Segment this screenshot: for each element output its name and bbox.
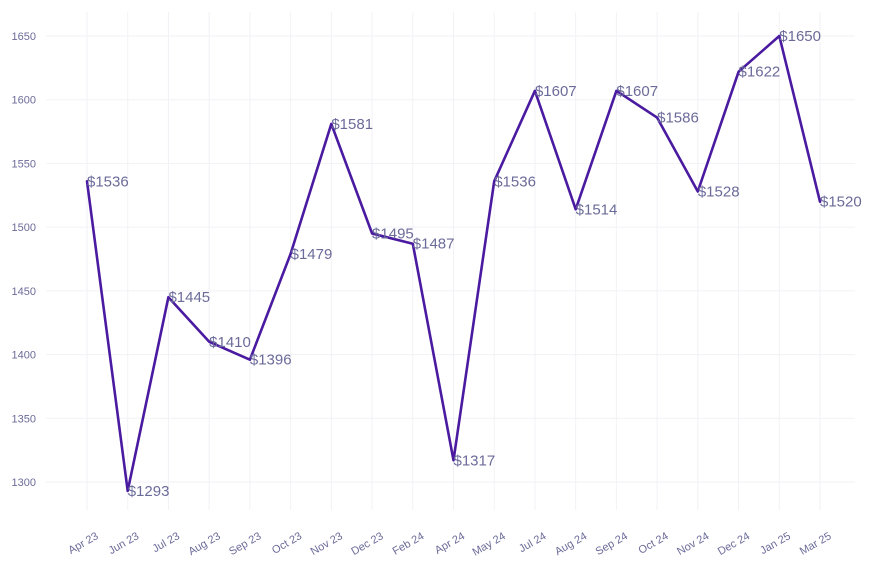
data-label: $1536 — [494, 173, 536, 190]
gridlines — [46, 12, 855, 510]
data-label: $1514 — [576, 201, 618, 218]
x-tick-label: Aug 24 — [553, 530, 589, 558]
series-line — [85, 34, 822, 493]
x-tick-label: Dec 23 — [349, 530, 385, 558]
x-tick-label: Apr 23 — [66, 530, 100, 557]
x-tick-label: Jul 23 — [151, 530, 182, 555]
y-tick-label: 1450 — [12, 286, 36, 298]
x-tick-label: Aug 23 — [186, 530, 222, 558]
x-tick-label: Jan 25 — [758, 530, 793, 557]
series-line-group — [85, 34, 822, 493]
data-label: $1581 — [331, 116, 373, 133]
y-tick-label: 1400 — [12, 350, 36, 362]
y-tick-label: 1350 — [12, 413, 36, 425]
data-label: $1410 — [209, 334, 251, 351]
x-tick-label: Nov 23 — [309, 530, 345, 558]
x-tick-label: Mar 25 — [798, 530, 834, 558]
y-tick-label: 1500 — [12, 222, 36, 234]
x-tick-label: Nov 24 — [675, 530, 711, 558]
data-label: $1479 — [291, 246, 333, 263]
x-tick-label: Sep 24 — [594, 530, 630, 558]
x-tick-label: Apr 24 — [433, 530, 467, 557]
data-label: $1487 — [413, 236, 455, 253]
data-label: $1536 — [87, 173, 129, 190]
x-tick-label: Feb 24 — [391, 530, 427, 558]
y-axis: 1300 1350 1400 1450 1500 1550 1600 1650 — [12, 31, 36, 489]
x-tick-label: Sep 23 — [227, 530, 263, 558]
data-label: $1607 — [535, 83, 577, 100]
x-tick-label: Jul 24 — [517, 530, 548, 555]
data-label: $1396 — [250, 352, 292, 369]
data-label: $1317 — [454, 452, 496, 469]
data-label: $1586 — [657, 110, 699, 127]
data-labels: $1536 $1293 $1445 $1410$1396 $1479 $1581 $1495… — [87, 28, 862, 500]
x-axis: Apr 23 Jun 23 Jul 23 Aug 23 Sep 23 Oct 23 Nov … — [66, 530, 833, 558]
x-tick-label: Jun 23 — [107, 530, 142, 557]
y-tick-label: 1300 — [12, 477, 36, 489]
x-tick-label: Oct 24 — [637, 530, 671, 557]
y-tick-label: 1650 — [12, 31, 36, 43]
data-label: $1622 — [739, 64, 781, 81]
x-tick-label: Oct 23 — [270, 530, 304, 557]
data-label: $1528 — [698, 183, 740, 200]
x-tick-label: Dec 24 — [716, 530, 752, 558]
data-label: $1445 — [168, 289, 210, 306]
y-tick-label: 1550 — [12, 158, 36, 170]
data-label: $1650 — [779, 28, 821, 45]
data-label: $1520 — [820, 194, 862, 211]
data-label: $1607 — [616, 83, 658, 100]
x-tick-label: May 24 — [470, 530, 507, 558]
data-label: $1495 — [372, 226, 414, 243]
data-label: $1293 — [128, 483, 170, 500]
y-tick-label: 1600 — [12, 95, 36, 107]
